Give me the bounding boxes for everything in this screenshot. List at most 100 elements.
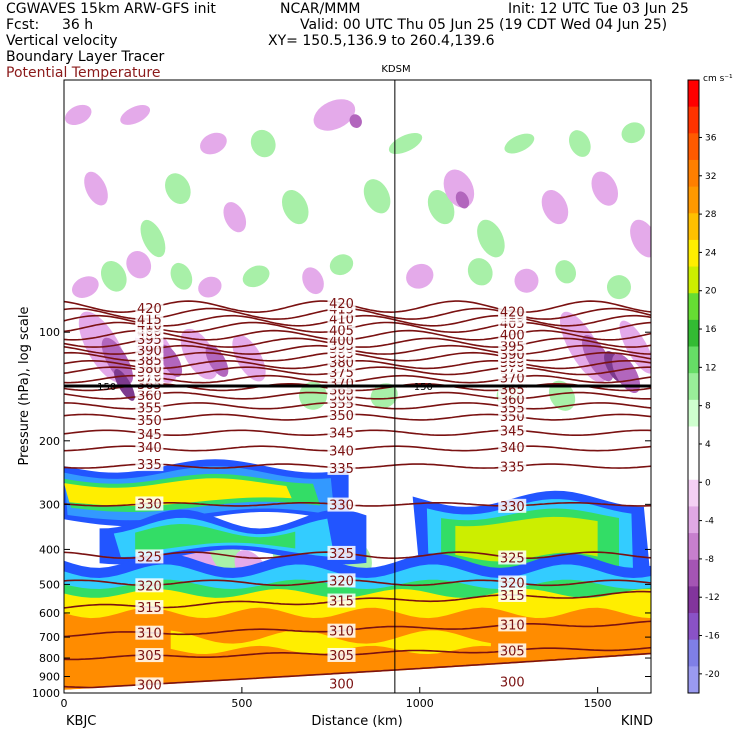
theta-label-bg — [327, 497, 356, 512]
theta-contour-label: 360 — [500, 393, 525, 408]
colorbar-swatch — [688, 453, 699, 481]
colorbar-swatch — [688, 346, 699, 374]
vertical-velocity-cell — [140, 219, 166, 258]
theta-label-bg — [135, 412, 164, 427]
axes: 0 500 1000 1500 100 200 300 400 500 600 700 800 900 1… — [32, 80, 651, 710]
theta-contour-label: 340 — [329, 444, 354, 459]
theta-label-bg — [135, 600, 164, 615]
y-tick-label: 400 — [39, 543, 60, 556]
colorbar-tick-label: 12 — [705, 363, 716, 373]
tracer-mid-green — [135, 523, 296, 552]
vertical-velocity-cell — [120, 105, 151, 125]
vertical-velocity-cell — [170, 262, 193, 290]
x-axis-label: Distance (km) — [311, 714, 402, 729]
vertical-velocity-cell — [100, 260, 127, 292]
theta-contour-label: 400 — [329, 334, 354, 349]
theta-contour-label: 335 — [500, 461, 525, 476]
vertical-velocity-cell — [606, 275, 631, 300]
tropopause-label: 150 — [414, 382, 433, 393]
theta-contour-label: 320 — [137, 579, 162, 594]
theta-label-bg — [135, 426, 164, 441]
theta-label-bg — [498, 575, 527, 590]
vertical-velocity-cell — [630, 219, 651, 258]
y-tick-label: 600 — [39, 607, 60, 620]
theta-contour-label: 345 — [329, 427, 354, 442]
theta-label-bg — [498, 674, 527, 689]
field-boundary-layer-tracer: Boundary Layer Tracer — [6, 49, 165, 65]
colorbar-tick-label: 16 — [705, 325, 717, 335]
theta-contour-label: 345 — [500, 424, 525, 439]
theta-label-bg — [327, 545, 356, 560]
colorbar-swatch — [688, 239, 699, 268]
theta-label-bg — [327, 460, 356, 475]
vertical-velocity-cell — [569, 130, 591, 157]
vertical-velocity-cell — [198, 276, 222, 298]
forecast-hours: 36 h — [62, 17, 94, 33]
vertical-velocity-cell — [582, 335, 614, 382]
theta-contour-label: 370 — [500, 372, 525, 387]
vertical-velocity-cell — [388, 133, 423, 155]
colorbar-swatch — [688, 666, 699, 694]
theta-label-bg — [135, 311, 164, 326]
theta-contour-label: 395 — [500, 340, 525, 355]
colorbar-swatch — [688, 213, 699, 241]
colorbar-frame — [687, 79, 700, 694]
theta-label-bg — [135, 578, 164, 593]
theta-contour-label: 300 — [137, 678, 162, 693]
colorbar-tick-label: 28 — [705, 210, 717, 220]
vertical-velocity-cell — [363, 179, 391, 214]
y-axis-label: Pressure (hPa), log scale — [17, 307, 32, 466]
colorbar-swatch — [688, 479, 699, 507]
theta-label-bg — [498, 339, 527, 354]
theta-contour-label: 380 — [329, 356, 354, 371]
theta-contour-label: 340 — [137, 441, 162, 456]
colorbar-swatch — [688, 186, 699, 214]
colorbar-swatch — [688, 266, 699, 294]
tracer-upper-yellow — [64, 478, 292, 506]
plot-frame — [63, 79, 652, 694]
tracer-east-yellow — [455, 516, 598, 562]
theta-contour-label: 330 — [329, 499, 354, 514]
colorbar-tick-label: 36 — [705, 133, 717, 143]
x-tick-label: 1500 — [584, 697, 612, 710]
y-tick-label: 900 — [39, 670, 60, 683]
tropopause-label: 150 — [97, 382, 116, 393]
theta-contour-label: 310 — [137, 627, 162, 642]
colorbar-tick-label: -20 — [705, 670, 720, 680]
y-tick-label: 300 — [39, 498, 60, 511]
theta-label-bg — [135, 342, 164, 357]
theta-contour-label: 350 — [329, 409, 354, 424]
tracer-bl-yellow — [170, 630, 491, 655]
theta-contour-label: 375 — [329, 366, 354, 381]
theta-contour-label: 400 — [500, 329, 525, 344]
x-end-station: KIND — [621, 714, 653, 729]
colorbar-swatch — [688, 133, 699, 161]
theta-contour-label: 370 — [329, 377, 354, 392]
theta-label-bg — [327, 573, 356, 588]
theta-label-bg — [135, 440, 164, 455]
vertical-velocity-cell — [455, 191, 470, 209]
vertical-velocity-cell — [200, 132, 227, 155]
vertical-velocity-cell — [548, 380, 576, 411]
theta-label-bg — [135, 400, 164, 415]
theta-contour-label: 345 — [137, 428, 162, 443]
theta-label-bg — [498, 587, 527, 602]
colorbar-tick-label: 24 — [705, 248, 717, 258]
colorbar-swatch — [688, 319, 699, 348]
y-tick-label: 800 — [39, 652, 60, 665]
theta-label-bg — [135, 677, 164, 692]
valid-time: Valid: 00 UTC Thu 05 Jun 25 (19 CDT Wed … — [300, 17, 668, 33]
theta-label-bg — [498, 550, 527, 565]
vertical-velocity-cell — [591, 171, 619, 206]
colorbar-swatch — [688, 106, 699, 134]
theta-contour-label: 420 — [500, 305, 525, 320]
theta-label-bg — [135, 496, 164, 511]
field-potential-temperature: Potential Temperature — [6, 65, 161, 81]
theta-contour-label: 390 — [137, 344, 162, 359]
colorbar-swatch — [688, 426, 699, 454]
vertical-velocity-cell — [621, 122, 645, 144]
theta-contour-label: 325 — [137, 550, 162, 565]
theta-contour-label: 410 — [329, 313, 354, 328]
vertical-velocity-cell — [281, 189, 309, 225]
